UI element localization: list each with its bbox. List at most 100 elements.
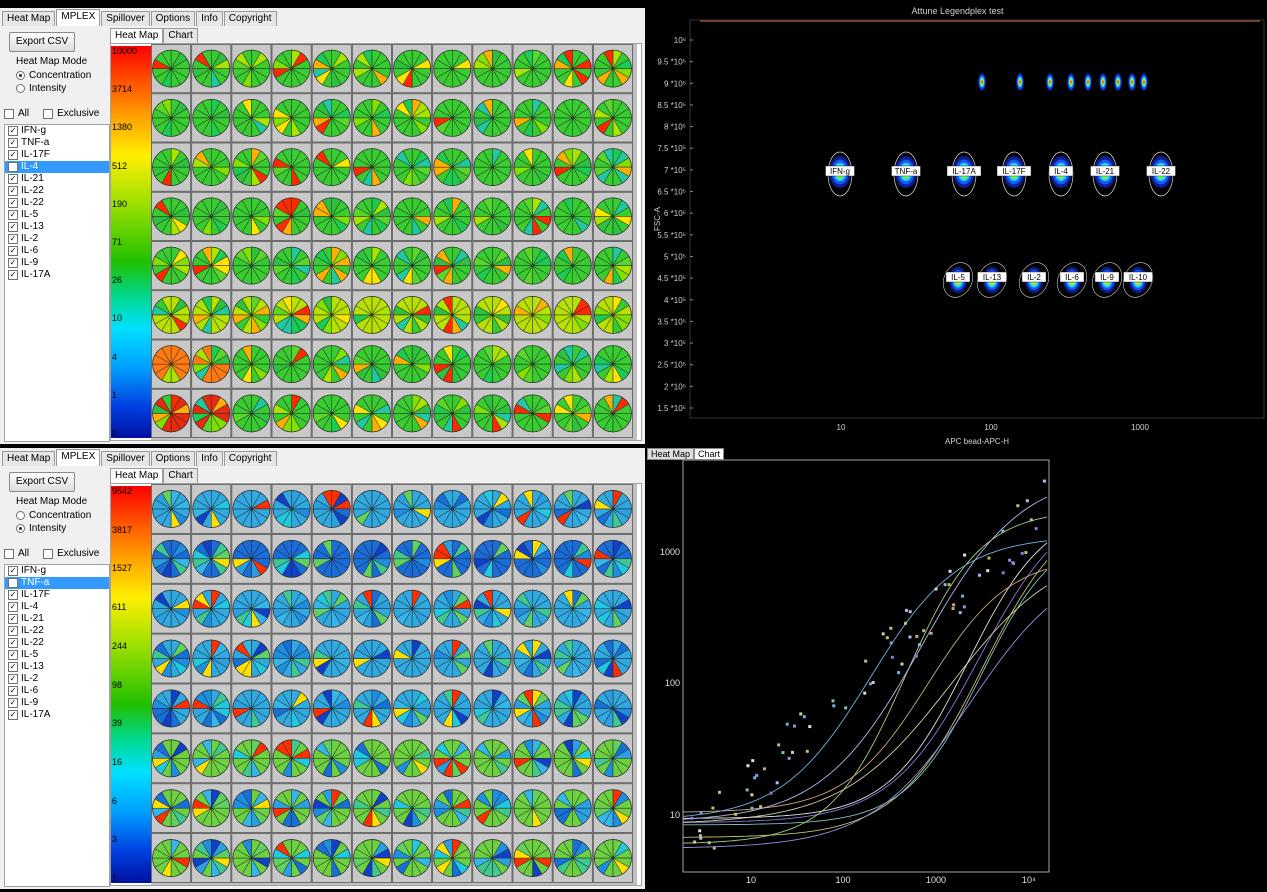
analyte-item[interactable]: ✓ IL-2 xyxy=(5,673,109,685)
well-pie[interactable] xyxy=(473,589,512,628)
tab-copyright[interactable]: Copyright xyxy=(223,451,277,466)
well-pie[interactable] xyxy=(393,739,432,778)
well-pie[interactable] xyxy=(192,394,231,433)
well-pie[interactable] xyxy=(312,839,351,877)
checkbox-icon[interactable]: ✓ xyxy=(8,174,18,184)
well-pie[interactable] xyxy=(232,394,271,433)
well-pie[interactable] xyxy=(433,539,472,578)
well-pie[interactable] xyxy=(152,689,191,728)
well-pie[interactable] xyxy=(553,689,592,728)
well-pie[interactable] xyxy=(513,295,552,334)
well-pie[interactable] xyxy=(232,589,271,628)
well-pie[interactable] xyxy=(272,490,311,528)
well-pie[interactable] xyxy=(513,789,552,828)
well-pie[interactable] xyxy=(192,589,231,628)
well-pie[interactable] xyxy=(473,345,512,384)
well-pie[interactable] xyxy=(553,739,592,778)
well-pie[interactable] xyxy=(272,295,311,334)
well-pie[interactable] xyxy=(232,148,271,187)
well-pie[interactable] xyxy=(272,789,311,828)
well-pie[interactable] xyxy=(393,148,432,187)
well-pie[interactable] xyxy=(553,197,592,236)
well-pie[interactable] xyxy=(433,589,472,628)
analyte-list[interactable]: ✓ IFN-g ✓ TNF-a ✓ IL-17F ✓ IL-4 ✓ IL-21 ✓ IL-22 ✓ IL-… xyxy=(4,124,110,442)
well-pie[interactable] xyxy=(312,148,351,187)
well-pie[interactable] xyxy=(593,246,632,285)
radio-icon[interactable] xyxy=(16,71,25,80)
well-pie[interactable] xyxy=(352,539,391,578)
well-pie[interactable] xyxy=(152,345,191,384)
well-pie[interactable] xyxy=(152,295,191,334)
analyte-item[interactable]: ✓ IL-6 xyxy=(5,245,109,257)
well-pie[interactable] xyxy=(393,49,432,88)
well-pie[interactable] xyxy=(352,295,391,334)
checkbox-icon[interactable]: ✓ xyxy=(8,698,18,708)
well-pie[interactable] xyxy=(593,539,632,578)
checkbox-icon[interactable]: ✓ xyxy=(8,710,18,720)
checkbox-icon[interactable]: ✓ xyxy=(8,126,18,136)
well-pie[interactable] xyxy=(352,394,391,433)
checkbox-icon[interactable]: ✓ xyxy=(8,150,18,160)
well-pie[interactable] xyxy=(152,394,191,433)
analyte-item[interactable]: ✓ IL-9 xyxy=(5,257,109,269)
analyte-item[interactable]: ✓ IL-5 xyxy=(5,209,109,221)
well-pie[interactable] xyxy=(352,490,391,528)
radio-icon[interactable] xyxy=(16,84,25,93)
well-pie[interactable] xyxy=(593,49,632,88)
well-pie[interactable] xyxy=(433,148,472,187)
well-pie[interactable] xyxy=(352,689,391,728)
well-pie[interactable] xyxy=(433,490,472,528)
well-pie[interactable] xyxy=(473,539,512,578)
well-pie[interactable] xyxy=(513,246,552,285)
well-pie[interactable] xyxy=(192,789,231,828)
well-pie[interactable] xyxy=(312,98,351,137)
well-pie[interactable] xyxy=(152,539,191,578)
well-pie[interactable] xyxy=(553,394,592,433)
well-pie[interactable] xyxy=(593,639,632,678)
checkbox-icon[interactable]: ✓ xyxy=(8,258,18,268)
well-pie[interactable] xyxy=(312,789,351,828)
well-pie[interactable] xyxy=(593,739,632,778)
well-pie[interactable] xyxy=(553,49,592,88)
analyte-item[interactable]: ✓ IL-22 xyxy=(5,197,109,209)
well-pie[interactable] xyxy=(232,345,271,384)
well-pie[interactable] xyxy=(352,98,391,137)
well-pie[interactable] xyxy=(433,295,472,334)
checkbox-icon[interactable]: ✓ xyxy=(8,210,18,220)
well-pie[interactable] xyxy=(272,98,311,137)
well-pie[interactable] xyxy=(192,839,231,877)
well-pie[interactable] xyxy=(192,345,231,384)
analyte-item[interactable]: ✓ IL-22 xyxy=(5,625,109,637)
well-pie[interactable] xyxy=(473,295,512,334)
well-pie[interactable] xyxy=(312,490,351,528)
checkbox-icon[interactable]: ✓ xyxy=(8,198,18,208)
well-pie[interactable] xyxy=(232,789,271,828)
subtab-chart[interactable]: Chart xyxy=(163,28,198,43)
well-pie[interactable] xyxy=(232,49,271,88)
well-pie[interactable] xyxy=(593,689,632,728)
well-pie[interactable] xyxy=(192,197,231,236)
well-pie[interactable] xyxy=(513,539,552,578)
well-pie[interactable] xyxy=(473,197,512,236)
tab-options[interactable]: Options xyxy=(150,11,196,26)
tab-heat-map[interactable]: Heat Map xyxy=(2,451,56,466)
well-pie[interactable] xyxy=(433,246,472,285)
well-pie[interactable] xyxy=(473,394,512,433)
well-pie[interactable] xyxy=(272,589,311,628)
well-pie[interactable] xyxy=(152,839,191,877)
analyte-item[interactable]: ✓ IL-17F xyxy=(5,149,109,161)
well-pie[interactable] xyxy=(433,98,472,137)
analyte-item[interactable]: ✓ IL-17F xyxy=(5,589,109,601)
well-pie[interactable] xyxy=(593,490,632,528)
analyte-item[interactable]: ✓ IL-2 xyxy=(5,233,109,245)
analyte-item[interactable]: ✓ IL-9 xyxy=(5,697,109,709)
tab-info[interactable]: Info xyxy=(196,451,223,466)
well-pie[interactable] xyxy=(473,98,512,137)
checkbox-icon[interactable]: ✓ xyxy=(8,626,18,636)
well-pie[interactable] xyxy=(473,246,512,285)
radio-icon[interactable] xyxy=(16,511,25,520)
well-pie[interactable] xyxy=(433,839,472,877)
well-pie[interactable] xyxy=(513,49,552,88)
well-pie[interactable] xyxy=(352,789,391,828)
well-pie[interactable] xyxy=(553,295,592,334)
